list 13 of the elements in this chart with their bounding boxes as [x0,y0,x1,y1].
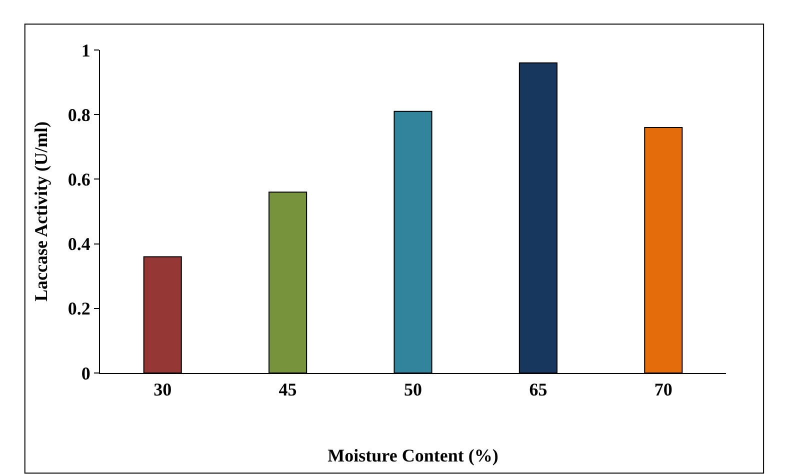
y-tick-label: 0.4 [68,234,90,254]
y-tick-label: 0.6 [68,170,90,190]
x-tick-label: 50 [404,380,422,400]
y-tick-label: 0 [81,363,90,384]
x-tick-label: 45 [278,380,297,400]
x-tick-label: 70 [654,380,672,400]
x-tick-label: 30 [154,380,172,400]
x-axis-title: Moisture Content (%) [328,446,498,466]
y-axis-title: Laccase Activity (U/ml) [31,122,52,302]
y-tick-label: 1 [81,40,90,60]
y-tick-label: 0.8 [68,104,90,125]
y-tick-label: 0.2 [68,298,90,319]
x-tick-label: 65 [529,380,548,400]
